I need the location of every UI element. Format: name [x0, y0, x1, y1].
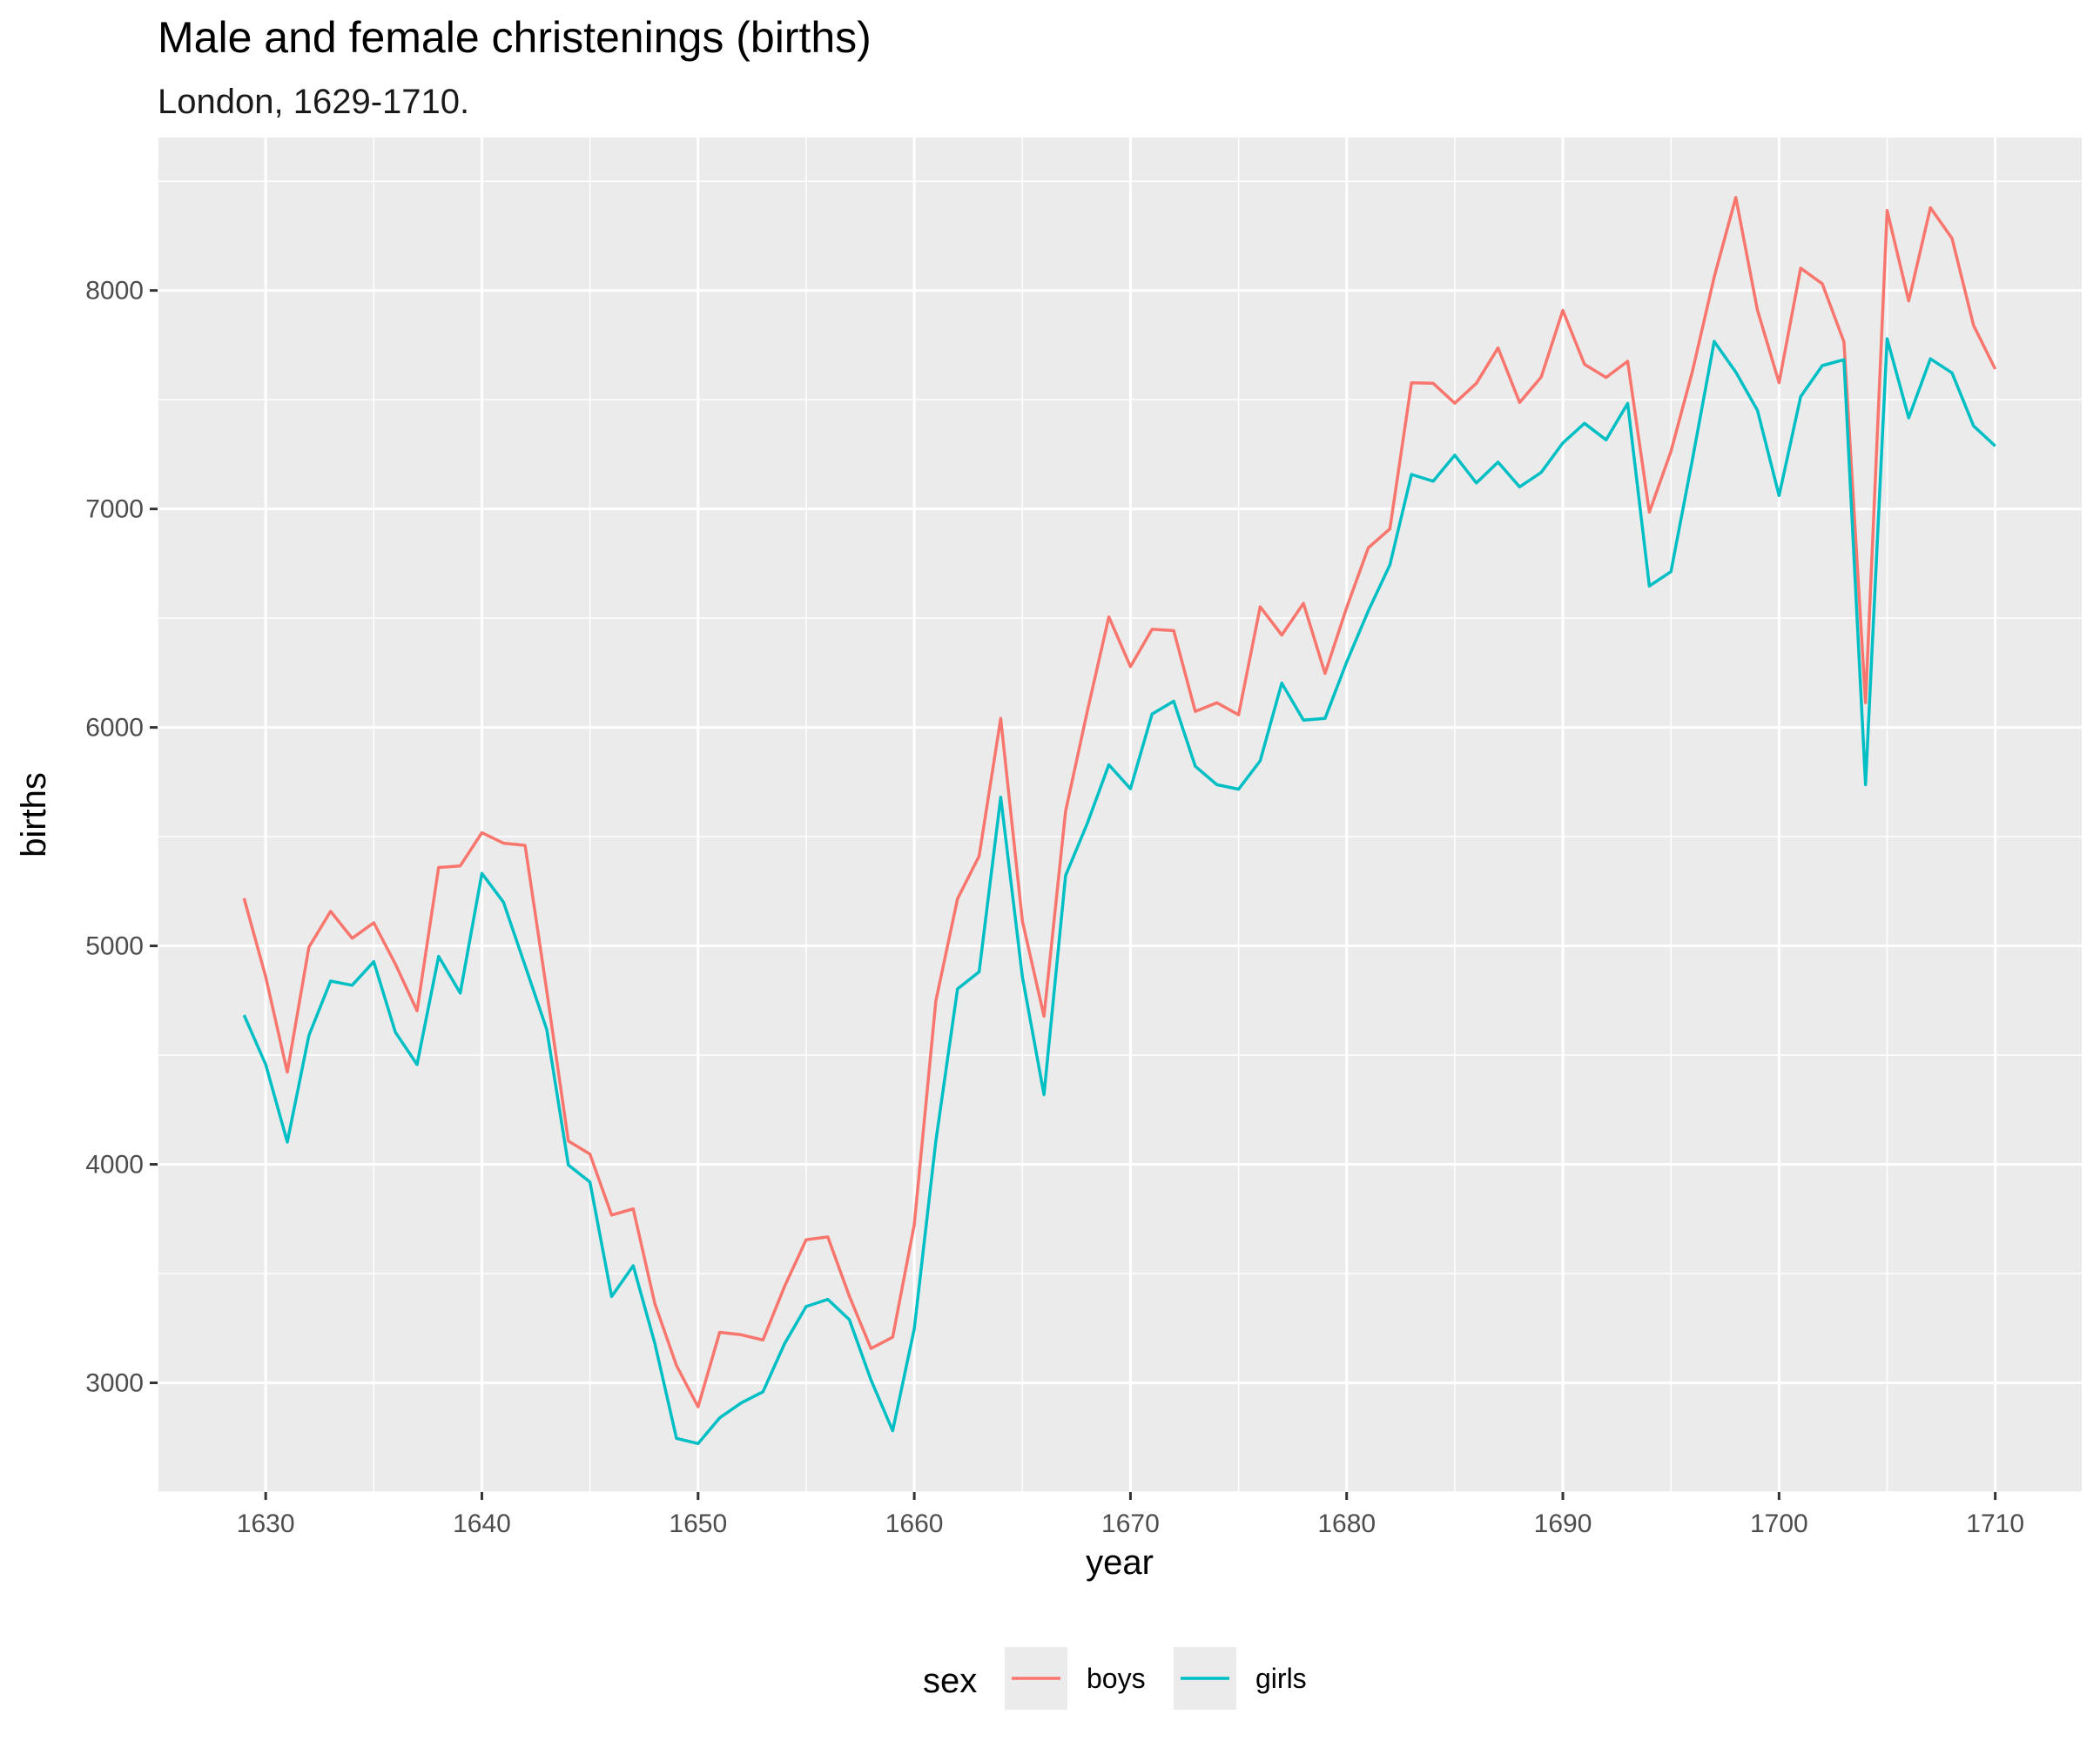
- y-tick-label: 6000: [85, 714, 144, 743]
- y-axis-title: births: [15, 772, 53, 857]
- x-tick-label: 1700: [1750, 1509, 1808, 1538]
- y-tick-label: 7000: [85, 495, 144, 524]
- legend: sex boys girls: [923, 1647, 1307, 1710]
- x-tick-label: 1680: [1317, 1509, 1376, 1538]
- x-tick-label: 1670: [1101, 1509, 1160, 1538]
- x-axis-title: year: [1086, 1543, 1154, 1582]
- x-tick-label: 1630: [237, 1509, 295, 1538]
- y-axis: 3000 4000 5000 6000 7000 8000: [85, 277, 158, 1398]
- chart-subtitle: London, 1629-1710.: [158, 83, 469, 121]
- y-tick-label: 5000: [85, 932, 144, 961]
- y-tick-label: 3000: [85, 1369, 144, 1398]
- legend-label-boys: boys: [1087, 1663, 1146, 1694]
- x-tick-label: 1660: [885, 1509, 944, 1538]
- series-lines: [242, 196, 1997, 1446]
- x-tick-label: 1710: [1966, 1509, 2024, 1538]
- series-line-boys: [242, 196, 1997, 1408]
- grid-major: [158, 138, 2082, 1492]
- y-tick-label: 4000: [85, 1151, 144, 1180]
- x-tick-label: 1690: [1534, 1509, 1592, 1538]
- x-tick-label: 1650: [669, 1509, 727, 1538]
- x-tick-label: 1640: [453, 1509, 511, 1538]
- x-axis: 1630 1640 1650 1660 1670 1680 1690 1700 1710: [237, 1492, 2024, 1538]
- legend-label-girls: girls: [1255, 1663, 1307, 1694]
- series-line-girls: [242, 337, 1996, 1446]
- legend-title: sex: [923, 1662, 977, 1700]
- chart-title: Male and female christenings (births): [158, 13, 872, 62]
- y-tick-label: 8000: [85, 277, 144, 306]
- grid-minor: [157, 138, 2082, 1493]
- plot-panel: [158, 138, 2082, 1492]
